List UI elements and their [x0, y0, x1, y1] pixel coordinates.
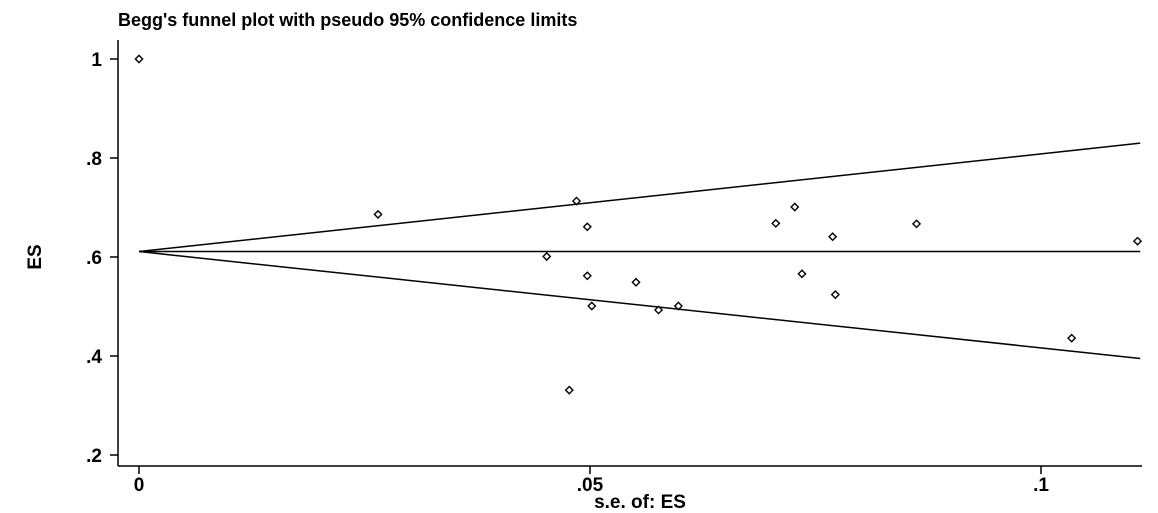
study-point: [830, 290, 840, 300]
study-point: [631, 277, 641, 287]
study-point: [373, 209, 383, 220]
y-tick-label: 1: [91, 50, 102, 71]
y-axis-label: ES: [25, 244, 46, 269]
y-axis-ticks: .2 .4 .6 .8 1: [86, 50, 118, 467]
study-point: [1132, 236, 1143, 246]
study-point: [542, 251, 552, 262]
study-point: [1067, 333, 1077, 343]
study-points: [134, 54, 1143, 395]
upper-confidence-limit-line: [138, 142, 1141, 253]
study-point: [653, 305, 664, 315]
lower-confidence-limit-line: [138, 250, 1141, 360]
confidence-limits: [138, 142, 1141, 360]
study-point: [134, 54, 144, 64]
study-point: [582, 222, 592, 232]
study-point: [582, 271, 592, 281]
y-tick-label: .8: [86, 149, 102, 170]
study-point: [571, 196, 582, 206]
study-point: [828, 232, 838, 242]
x-axis-ticks: 0 .05 .1: [134, 466, 1049, 496]
study-point: [673, 301, 683, 311]
x-tick-label: .05: [577, 475, 604, 496]
x-axis-label: s.e. of: ES: [594, 492, 686, 513]
y-tick-label: .4: [86, 347, 102, 368]
x-tick-label: .1: [1033, 475, 1049, 496]
study-point: [911, 219, 922, 229]
y-tick-label: .2: [86, 446, 102, 467]
study-point: [790, 202, 800, 212]
x-tick-label: 0: [134, 475, 145, 496]
study-point: [587, 301, 597, 311]
y-tick-label: .6: [86, 248, 102, 269]
study-point: [771, 218, 781, 228]
study-point: [564, 385, 574, 395]
study-point: [797, 269, 807, 279]
chart-title: Begg's funnel plot with pseudo 95% confi…: [118, 10, 577, 30]
